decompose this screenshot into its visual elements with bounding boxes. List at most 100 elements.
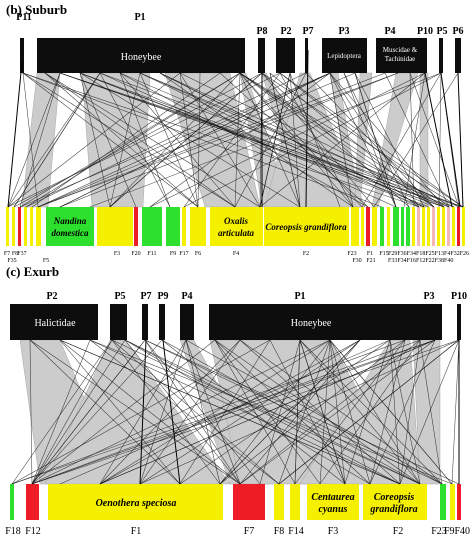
link-b-86: [261, 72, 410, 208]
link-b-57: [7, 72, 61, 208]
pollinator-inner-p4-line2: Tachinidae: [385, 55, 416, 63]
flower-label-c-2: F1: [131, 526, 142, 537]
link-b-21: [59, 72, 455, 208]
pollinator-inner-p4-line1: Muscidae &: [383, 46, 418, 54]
link-b-66: [25, 72, 307, 208]
link-b-63: [119, 72, 171, 208]
pollinator-box-c-p4: [180, 304, 194, 340]
link-c-87: [99, 339, 436, 485]
link-c-25: [179, 339, 391, 485]
link-b-107: [259, 72, 291, 208]
link-c-70: [239, 339, 436, 485]
link-c-20: [389, 339, 401, 485]
flower-inner-c-f3-line1: Centaurea: [311, 492, 354, 503]
link-c-65: [89, 339, 453, 485]
flower-label-c-0: F18: [5, 526, 21, 537]
link-c-43: [399, 339, 421, 485]
pollinator-box-p1: [37, 38, 245, 73]
link-b-108: [59, 72, 399, 208]
link-c-40: [31, 339, 216, 485]
pollinator-box-c-p9: [159, 304, 165, 340]
flower-box-c-f1: [48, 484, 223, 520]
flower-box-b-28: [432, 207, 435, 246]
flower-box-b-26: [422, 207, 425, 246]
link-b-87: [384, 72, 450, 208]
link-c-88: [11, 339, 113, 485]
link-c-91: [59, 339, 391, 485]
pollinator-box-c-p7: [142, 304, 148, 340]
pollinator-box-c-p2: [10, 304, 98, 340]
link-c-21: [299, 339, 346, 485]
pollinator-box-p5: [439, 38, 443, 73]
link-c-71: [219, 339, 331, 485]
link-b-55: [119, 72, 435, 208]
flower-label-b-row1-14: F29F36F34F18F25F13F4F32F26: [388, 251, 469, 257]
flower-label-b-row2-1: F5: [43, 258, 49, 264]
link-b-61: [159, 72, 354, 208]
link-b-93: [354, 72, 425, 208]
link-b-56: [13, 72, 101, 208]
pollinator-box-c-p10: [457, 304, 461, 340]
link-b-81: [79, 72, 450, 208]
link-b-74: [59, 72, 445, 208]
flower-label-c-7: F2: [393, 526, 404, 537]
flower-box-b-23: [406, 207, 410, 246]
flower-box-b-33: [457, 207, 460, 246]
pollinator-box-c-p5: [110, 304, 127, 340]
pollinator-label-c-p7: P7: [140, 291, 151, 302]
flower-box-b-32: [452, 207, 455, 246]
link-b-70: [239, 72, 420, 208]
flower-box-b-1: [12, 207, 15, 246]
link-b-90: [19, 72, 241, 208]
flower-inner-f5-line1: Nandina: [53, 216, 87, 226]
band-b-8: [354, 72, 373, 208]
flower-box-b-2: [18, 207, 21, 246]
link-c-49: [31, 339, 436, 485]
pollinator-inner-p1: Honeybee: [121, 52, 162, 63]
link-c-82: [99, 339, 331, 485]
link-b-13: [89, 72, 442, 208]
link-b-76: [99, 72, 171, 208]
link-b-17: [109, 72, 241, 208]
link-b-32: [239, 72, 435, 208]
link-c-3: [111, 339, 221, 485]
link-c-2: [124, 339, 401, 485]
flower-label-b-row1-8: F6: [195, 251, 201, 257]
flower-label-c-8: F23: [431, 526, 447, 537]
link-c-34: [31, 339, 163, 485]
link-b-23: [109, 72, 263, 208]
link-b-95: [409, 72, 415, 208]
flower-label-c-4: F8: [274, 526, 285, 537]
pollinator-inner-c-p1: Honeybee: [291, 318, 332, 329]
pollinator-box-p4: [376, 38, 424, 73]
panel-b-title: (b) Suburb: [6, 2, 68, 17]
link-c-50: [161, 339, 346, 485]
flower-inner-f5-line2: domestica: [52, 228, 89, 238]
link-c-31: [11, 339, 436, 485]
link-b-49: [289, 72, 341, 208]
flower-box-b-f3: [97, 207, 133, 246]
flower-box-b-f20: [134, 207, 138, 246]
link-c-67: [299, 339, 421, 485]
pollinator-label-p6: P6: [452, 26, 463, 37]
flower-box-b-24: [412, 207, 415, 246]
link-c-35: [214, 339, 421, 485]
link-c-66: [31, 339, 113, 485]
flower-label-c-3: F7: [244, 526, 255, 537]
link-b-69: [22, 72, 420, 208]
link-c-75: [369, 339, 406, 485]
link-c-74: [185, 339, 443, 485]
link-c-54: [29, 339, 33, 485]
link-b-59: [37, 72, 399, 208]
flower-label-b-row1-4: F20: [131, 251, 140, 257]
flower-box-b-3: [24, 207, 27, 246]
link-c-93: [369, 339, 436, 485]
link-b-97: [261, 72, 464, 208]
link-b-35: [37, 72, 356, 208]
link-b-100: [119, 72, 369, 208]
link-c-38: [278, 339, 460, 485]
link-b-102: [361, 72, 442, 208]
flower-box-b-f4: [210, 207, 263, 246]
link-b-41: [179, 72, 199, 208]
